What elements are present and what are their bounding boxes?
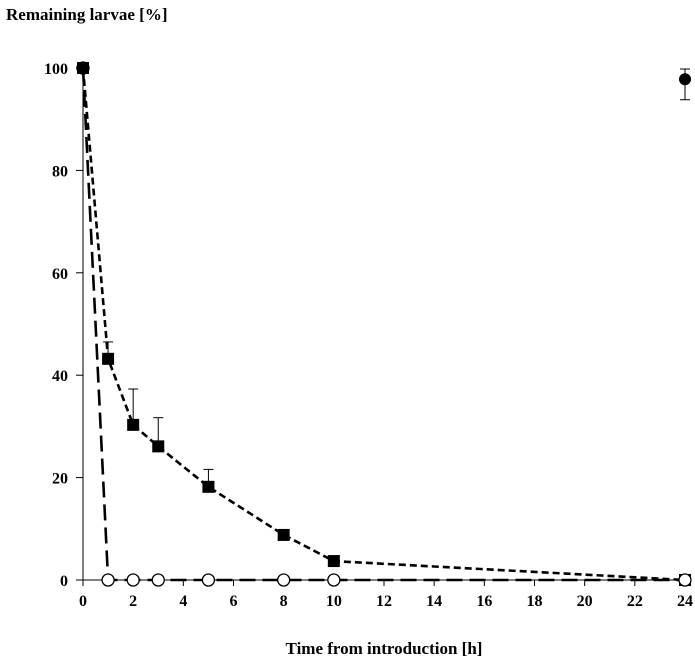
data-point-square <box>102 352 115 365</box>
data-point-square <box>127 418 140 431</box>
data-point-open-circle <box>327 573 341 587</box>
data-point-open-circle <box>151 573 165 587</box>
series-1-line <box>81 67 685 582</box>
x-tick-label: 24 <box>677 593 693 610</box>
x-tick-label: 10 <box>326 593 342 610</box>
x-ticks: 0 2 4 6 8 10 12 14 16 18 20 22 24 <box>79 580 693 610</box>
y-tick-label: 80 <box>52 163 68 180</box>
y-tick-label: 0 <box>60 573 68 590</box>
data-point-square <box>202 480 215 493</box>
y-tick-label: 20 <box>52 471 68 488</box>
data-point-square <box>277 528 290 541</box>
x-tick-label: 18 <box>527 593 543 610</box>
y-axis-title: Remaining larvae [%] <box>6 5 167 24</box>
y-tick-label: 40 <box>52 368 68 385</box>
data-point-open-circle <box>678 573 692 587</box>
data-point-open-circle <box>101 573 115 587</box>
y-tick-label: 100 <box>44 61 68 78</box>
x-axis-title: Time from introduction [h] <box>286 639 483 658</box>
data-point-open-circle <box>201 573 216 587</box>
x-tick-label: 8 <box>280 593 288 610</box>
x-tick-label: 6 <box>230 593 238 610</box>
data-point-filled-circle <box>77 62 89 74</box>
x-tick-label: 16 <box>476 593 492 610</box>
plot-area <box>76 61 692 587</box>
data-point-open-circle <box>126 573 140 587</box>
data-point-filled-circle <box>679 73 691 86</box>
x-tick-label: 14 <box>426 593 442 610</box>
x-tick-label: 22 <box>627 593 643 610</box>
data-point-open-circle <box>277 573 291 587</box>
data-point-square <box>152 440 165 453</box>
series-0-line <box>81 67 686 582</box>
y-ticks: 0 20 40 60 80 100 <box>44 61 83 590</box>
data-point-square <box>327 555 340 568</box>
x-tick-label: 0 <box>79 593 87 610</box>
x-tick-label: 12 <box>376 593 392 610</box>
x-tick-label: 2 <box>129 593 137 610</box>
x-tick-label: 20 <box>577 593 593 610</box>
x-tick-label: 4 <box>179 593 187 610</box>
y-tick-label: 60 <box>52 266 68 283</box>
